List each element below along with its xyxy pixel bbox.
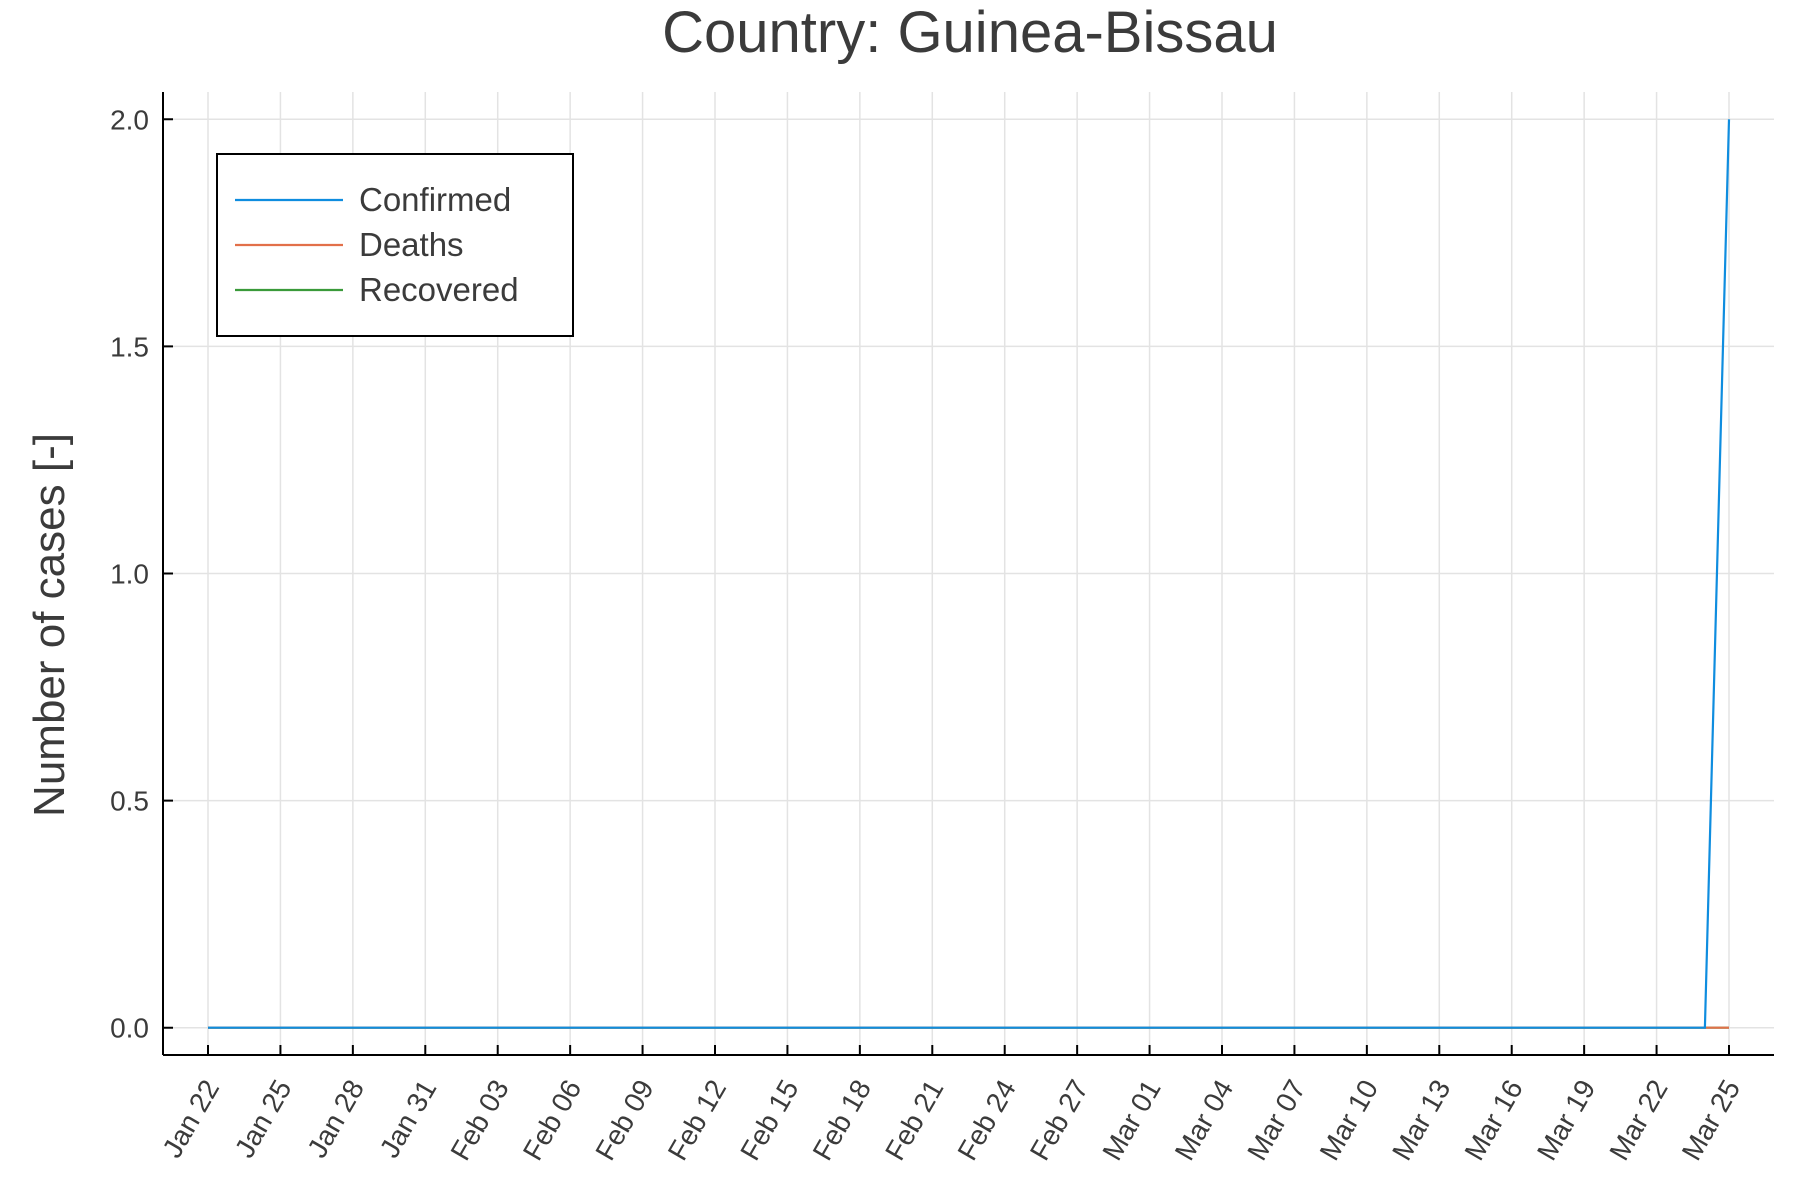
x-tick-label: Feb 18 [807,1075,877,1166]
x-tick-label: Mar 16 [1458,1075,1528,1166]
x-tick-label: Mar 10 [1314,1075,1384,1166]
x-tick-label: Mar 01 [1096,1075,1166,1166]
y-tick-label: 0.0 [110,1013,149,1044]
y-tick-label: 0.5 [110,786,149,817]
x-tick-label: Feb 03 [444,1075,514,1166]
x-tick-label: Feb 24 [951,1075,1021,1166]
x-tick-label: Feb 15 [734,1075,804,1166]
x-tick-label: Feb 21 [879,1075,949,1166]
x-tick-label: Jan 31 [374,1075,443,1163]
x-tick-label: Jan 28 [301,1075,370,1163]
x-tick-label: Jan 22 [156,1075,225,1163]
legend-entry-label: Deaths [359,226,464,263]
y-tick-label: 1.0 [110,559,149,590]
x-tick-label: Mar 19 [1531,1075,1601,1166]
series-line-confirmed [208,119,1731,1029]
x-tick-label: Mar 07 [1241,1075,1311,1166]
legend-entry-label: Confirmed [359,181,511,218]
legend: Confirmed Deaths Recovered [216,153,574,337]
x-tick-label: Feb 06 [517,1075,587,1166]
chart-title: Country: Guinea-Bissau [662,0,1278,65]
x-tick-label: Feb 27 [1024,1075,1094,1166]
y-tick-label: 2.0 [110,104,149,135]
x-tick-label: Mar 22 [1603,1075,1673,1166]
x-tick-label: Mar 04 [1169,1075,1239,1166]
x-tick-label: Mar 13 [1386,1075,1456,1166]
x-tick-label: Mar 25 [1676,1075,1746,1166]
x-tick-label: Jan 25 [229,1075,298,1163]
legend-entry-label: Recovered [359,271,519,308]
series-lines [208,119,1731,1029]
x-tick-label: Feb 12 [662,1075,732,1166]
y-tick-label: 1.5 [110,331,149,362]
x-tick-label: Feb 09 [589,1075,659,1166]
y-axis-label: Number of cases [-] [25,433,74,817]
